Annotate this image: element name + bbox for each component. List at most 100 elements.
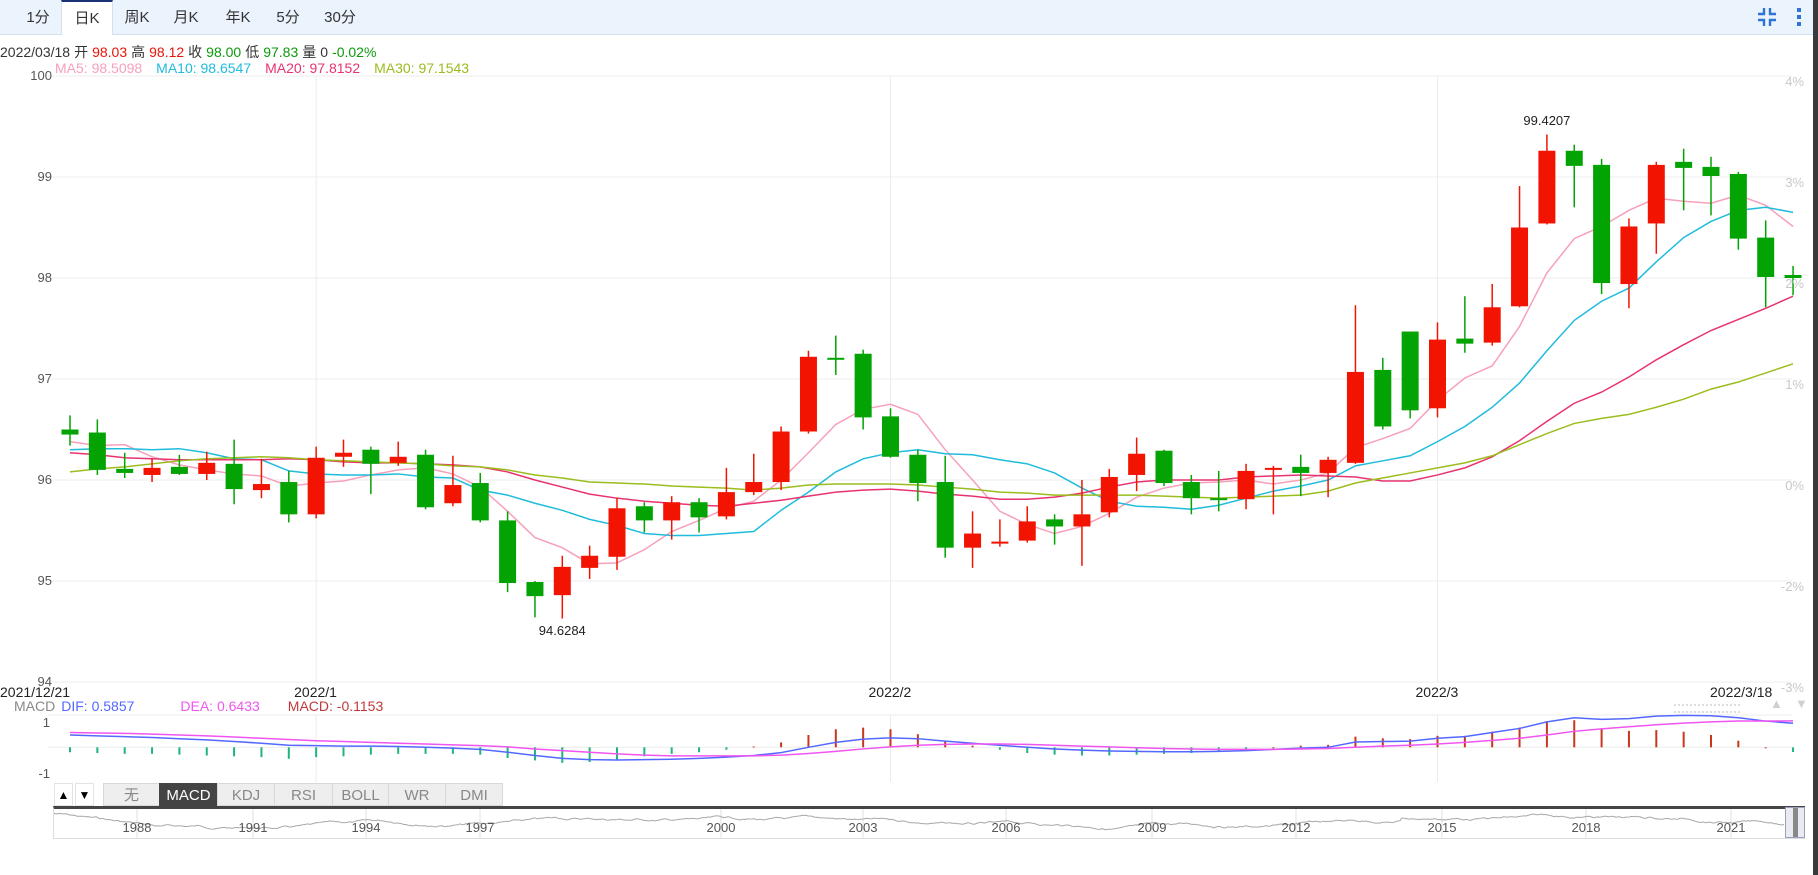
macd-value-legend: MACD: -0.1153 bbox=[287, 698, 384, 714]
candle-body bbox=[1647, 164, 1665, 224]
candle-body bbox=[608, 508, 626, 557]
macd-histogram-bar bbox=[1327, 744, 1330, 748]
candle bbox=[1702, 156, 1720, 216]
candle bbox=[827, 335, 845, 375]
candle-body bbox=[854, 353, 872, 418]
indicator-tab-kdj[interactable]: KDJ bbox=[217, 783, 275, 806]
candle bbox=[1182, 474, 1200, 515]
candle-body bbox=[1538, 150, 1556, 224]
candle bbox=[335, 439, 352, 467]
candle bbox=[1647, 161, 1665, 254]
candle-body bbox=[252, 484, 270, 491]
candle bbox=[1593, 158, 1611, 295]
percent-tick-label: -2% bbox=[1780, 579, 1804, 594]
candle-body bbox=[1565, 150, 1583, 166]
candle-body bbox=[526, 582, 544, 597]
candle bbox=[526, 581, 544, 618]
candle-body bbox=[1702, 166, 1720, 176]
ma5-legend: MA5: 98.5098 bbox=[55, 60, 143, 76]
candle-body bbox=[1346, 371, 1364, 463]
candle-body bbox=[444, 485, 462, 504]
candle-body bbox=[1210, 498, 1228, 501]
candle-body bbox=[772, 431, 790, 483]
price-tick-label: 97 bbox=[37, 371, 52, 386]
macd-histogram-bar bbox=[588, 747, 591, 763]
candle-body bbox=[88, 432, 106, 470]
high-value: 98.12 bbox=[149, 44, 185, 60]
macd-histogram-bar bbox=[1381, 738, 1384, 748]
low-value: 97.83 bbox=[263, 44, 299, 60]
candle-body bbox=[1292, 466, 1310, 473]
percent-tick-label: 2% bbox=[1785, 276, 1804, 291]
candle-body bbox=[417, 454, 435, 508]
candle-body bbox=[635, 506, 653, 521]
candle bbox=[1128, 437, 1146, 492]
tab-3[interactable]: 月K bbox=[173, 9, 199, 26]
candle-body bbox=[936, 482, 954, 548]
navigator-year-label: 2021 bbox=[1716, 820, 1746, 835]
tab-2[interactable]: 周K bbox=[124, 9, 150, 26]
macd-histogram-bar bbox=[561, 747, 564, 763]
history-navigator[interactable] bbox=[53, 806, 1805, 839]
candle bbox=[61, 415, 79, 446]
compress-icon[interactable] bbox=[1756, 6, 1778, 28]
macd-histogram-bar bbox=[862, 727, 865, 748]
candle-body bbox=[1483, 307, 1501, 343]
more-vertical-icon[interactable] bbox=[1788, 6, 1810, 28]
indicator-tab-boll[interactable]: BOLL bbox=[332, 783, 389, 806]
tab-6[interactable]: 30分 bbox=[324, 9, 356, 26]
macd-histogram-bar bbox=[1792, 747, 1795, 753]
candle bbox=[991, 519, 1009, 547]
candle bbox=[909, 449, 927, 502]
candle bbox=[1346, 305, 1364, 464]
macd-histogram-bar bbox=[205, 747, 208, 756]
candle bbox=[1784, 265, 1802, 296]
navigator-range-handle[interactable] bbox=[1785, 807, 1805, 838]
candle bbox=[581, 545, 599, 579]
macd-histogram-bar bbox=[834, 729, 837, 748]
candle bbox=[772, 426, 790, 491]
candle bbox=[1483, 284, 1501, 346]
macd-histogram-bar bbox=[1163, 747, 1165, 754]
macd-histogram-bar bbox=[1545, 721, 1548, 748]
macd-histogram-bar bbox=[1053, 747, 1056, 755]
navigator-year-label: 2009 bbox=[1137, 820, 1167, 835]
candle-body bbox=[827, 357, 845, 360]
macd-histogram-bar bbox=[479, 747, 482, 755]
chart-scroll-up-icon[interactable]: ▲ bbox=[1770, 696, 1783, 711]
macd-histogram-bar bbox=[971, 745, 974, 748]
indicator-tab-无[interactable]: 无 bbox=[103, 783, 160, 806]
macd-histogram-bar bbox=[1026, 747, 1029, 754]
candle bbox=[1100, 468, 1118, 518]
tab-0[interactable]: 1分 bbox=[26, 9, 50, 26]
candle bbox=[1511, 186, 1529, 308]
macd-histogram-bar bbox=[1682, 731, 1685, 748]
candle-body bbox=[1729, 173, 1747, 239]
tab-4[interactable]: 年K bbox=[225, 9, 251, 26]
indicator-tab-dmi[interactable]: DMI bbox=[445, 783, 503, 806]
macd-histogram-bar bbox=[807, 735, 810, 748]
candle-body bbox=[170, 466, 188, 474]
indicator-tab-macd[interactable]: MACD bbox=[159, 783, 218, 806]
tab-1[interactable]: 日K bbox=[61, 0, 113, 35]
window-scrollbar[interactable] bbox=[1813, 0, 1818, 875]
candle bbox=[717, 467, 735, 520]
macd-histogram-bar bbox=[1573, 720, 1576, 748]
indicator-down-button[interactable]: ▼ bbox=[75, 783, 94, 806]
indicator-up-button[interactable]: ▲ bbox=[54, 783, 73, 806]
tab-5[interactable]: 5分 bbox=[276, 9, 300, 26]
macd-histogram-bar bbox=[916, 734, 919, 748]
candle bbox=[635, 502, 653, 533]
macd-histogram-bar bbox=[725, 747, 728, 750]
navigator-year-label: 1997 bbox=[465, 820, 495, 835]
macd-histogram-bar bbox=[1491, 731, 1494, 748]
macd-histogram-bar bbox=[998, 747, 1001, 750]
candle-body bbox=[690, 502, 708, 518]
indicator-tab-rsi[interactable]: RSI bbox=[274, 783, 333, 806]
macd-histogram-bar bbox=[1436, 735, 1439, 748]
date-label: 2022/1 bbox=[294, 684, 337, 700]
indicator-tab-wr[interactable]: WR bbox=[388, 783, 446, 806]
macd-histogram-bar bbox=[151, 747, 154, 754]
chart-scroll-down-icon[interactable]: ▼ bbox=[1795, 696, 1808, 711]
